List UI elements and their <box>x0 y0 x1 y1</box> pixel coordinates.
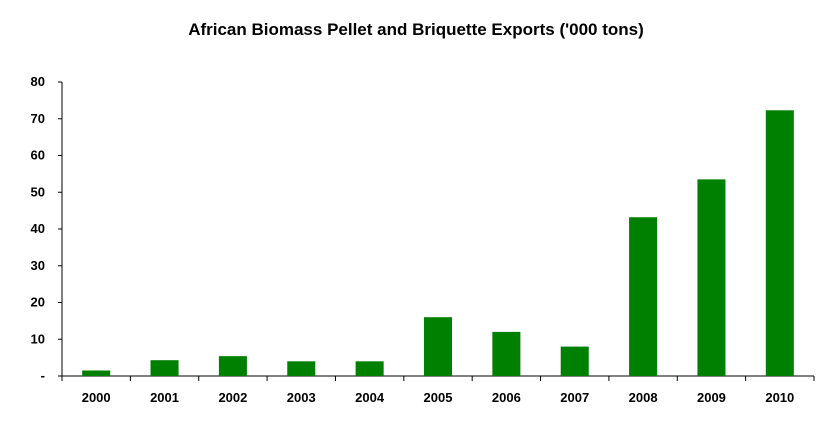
bar-2009 <box>697 179 726 376</box>
bar-2007 <box>560 346 589 376</box>
bar-2003 <box>287 361 316 376</box>
x-tick-label: 2004 <box>355 390 385 405</box>
bar-2001 <box>150 360 179 376</box>
chart-bars <box>82 110 794 377</box>
y-tick-label: - <box>41 368 45 383</box>
y-tick-label: 20 <box>31 295 45 310</box>
bar-2005 <box>423 317 453 376</box>
y-tick-label: 30 <box>31 258 45 273</box>
x-tick-label: 2001 <box>150 390 179 405</box>
bar-2008 <box>629 217 658 376</box>
bar-2006 <box>492 331 521 376</box>
bar-2002 <box>218 356 247 376</box>
x-tick-label: 2002 <box>218 390 247 405</box>
x-tick-label: 2000 <box>82 390 111 405</box>
bar-2004 <box>355 361 384 376</box>
y-tick-label: 50 <box>31 184 45 199</box>
x-tick-label: 2006 <box>492 390 521 405</box>
y-tick-label: 40 <box>31 221 45 236</box>
x-tick-label: 2008 <box>629 390 658 405</box>
y-tick-label: 10 <box>31 331 45 346</box>
y-tick-label: 60 <box>31 148 45 163</box>
y-tick-label: 80 <box>31 74 45 89</box>
x-tick-label: 2007 <box>560 390 589 405</box>
bar-2000 <box>82 370 111 376</box>
x-tick-label: 2009 <box>697 390 726 405</box>
x-tick-label: 2003 <box>287 390 316 405</box>
x-tick-label: 2010 <box>765 390 794 405</box>
chart-title: African Biomass Pellet and Briquette Exp… <box>188 20 644 39</box>
bar-2010 <box>765 110 794 377</box>
y-tick-label: 70 <box>31 111 45 126</box>
chart-labels: - 10 20 30 40 50 60 70 80 2000 2001 2002 2003 2004 200… <box>31 74 795 405</box>
x-tick-label: 2005 <box>424 390 453 405</box>
